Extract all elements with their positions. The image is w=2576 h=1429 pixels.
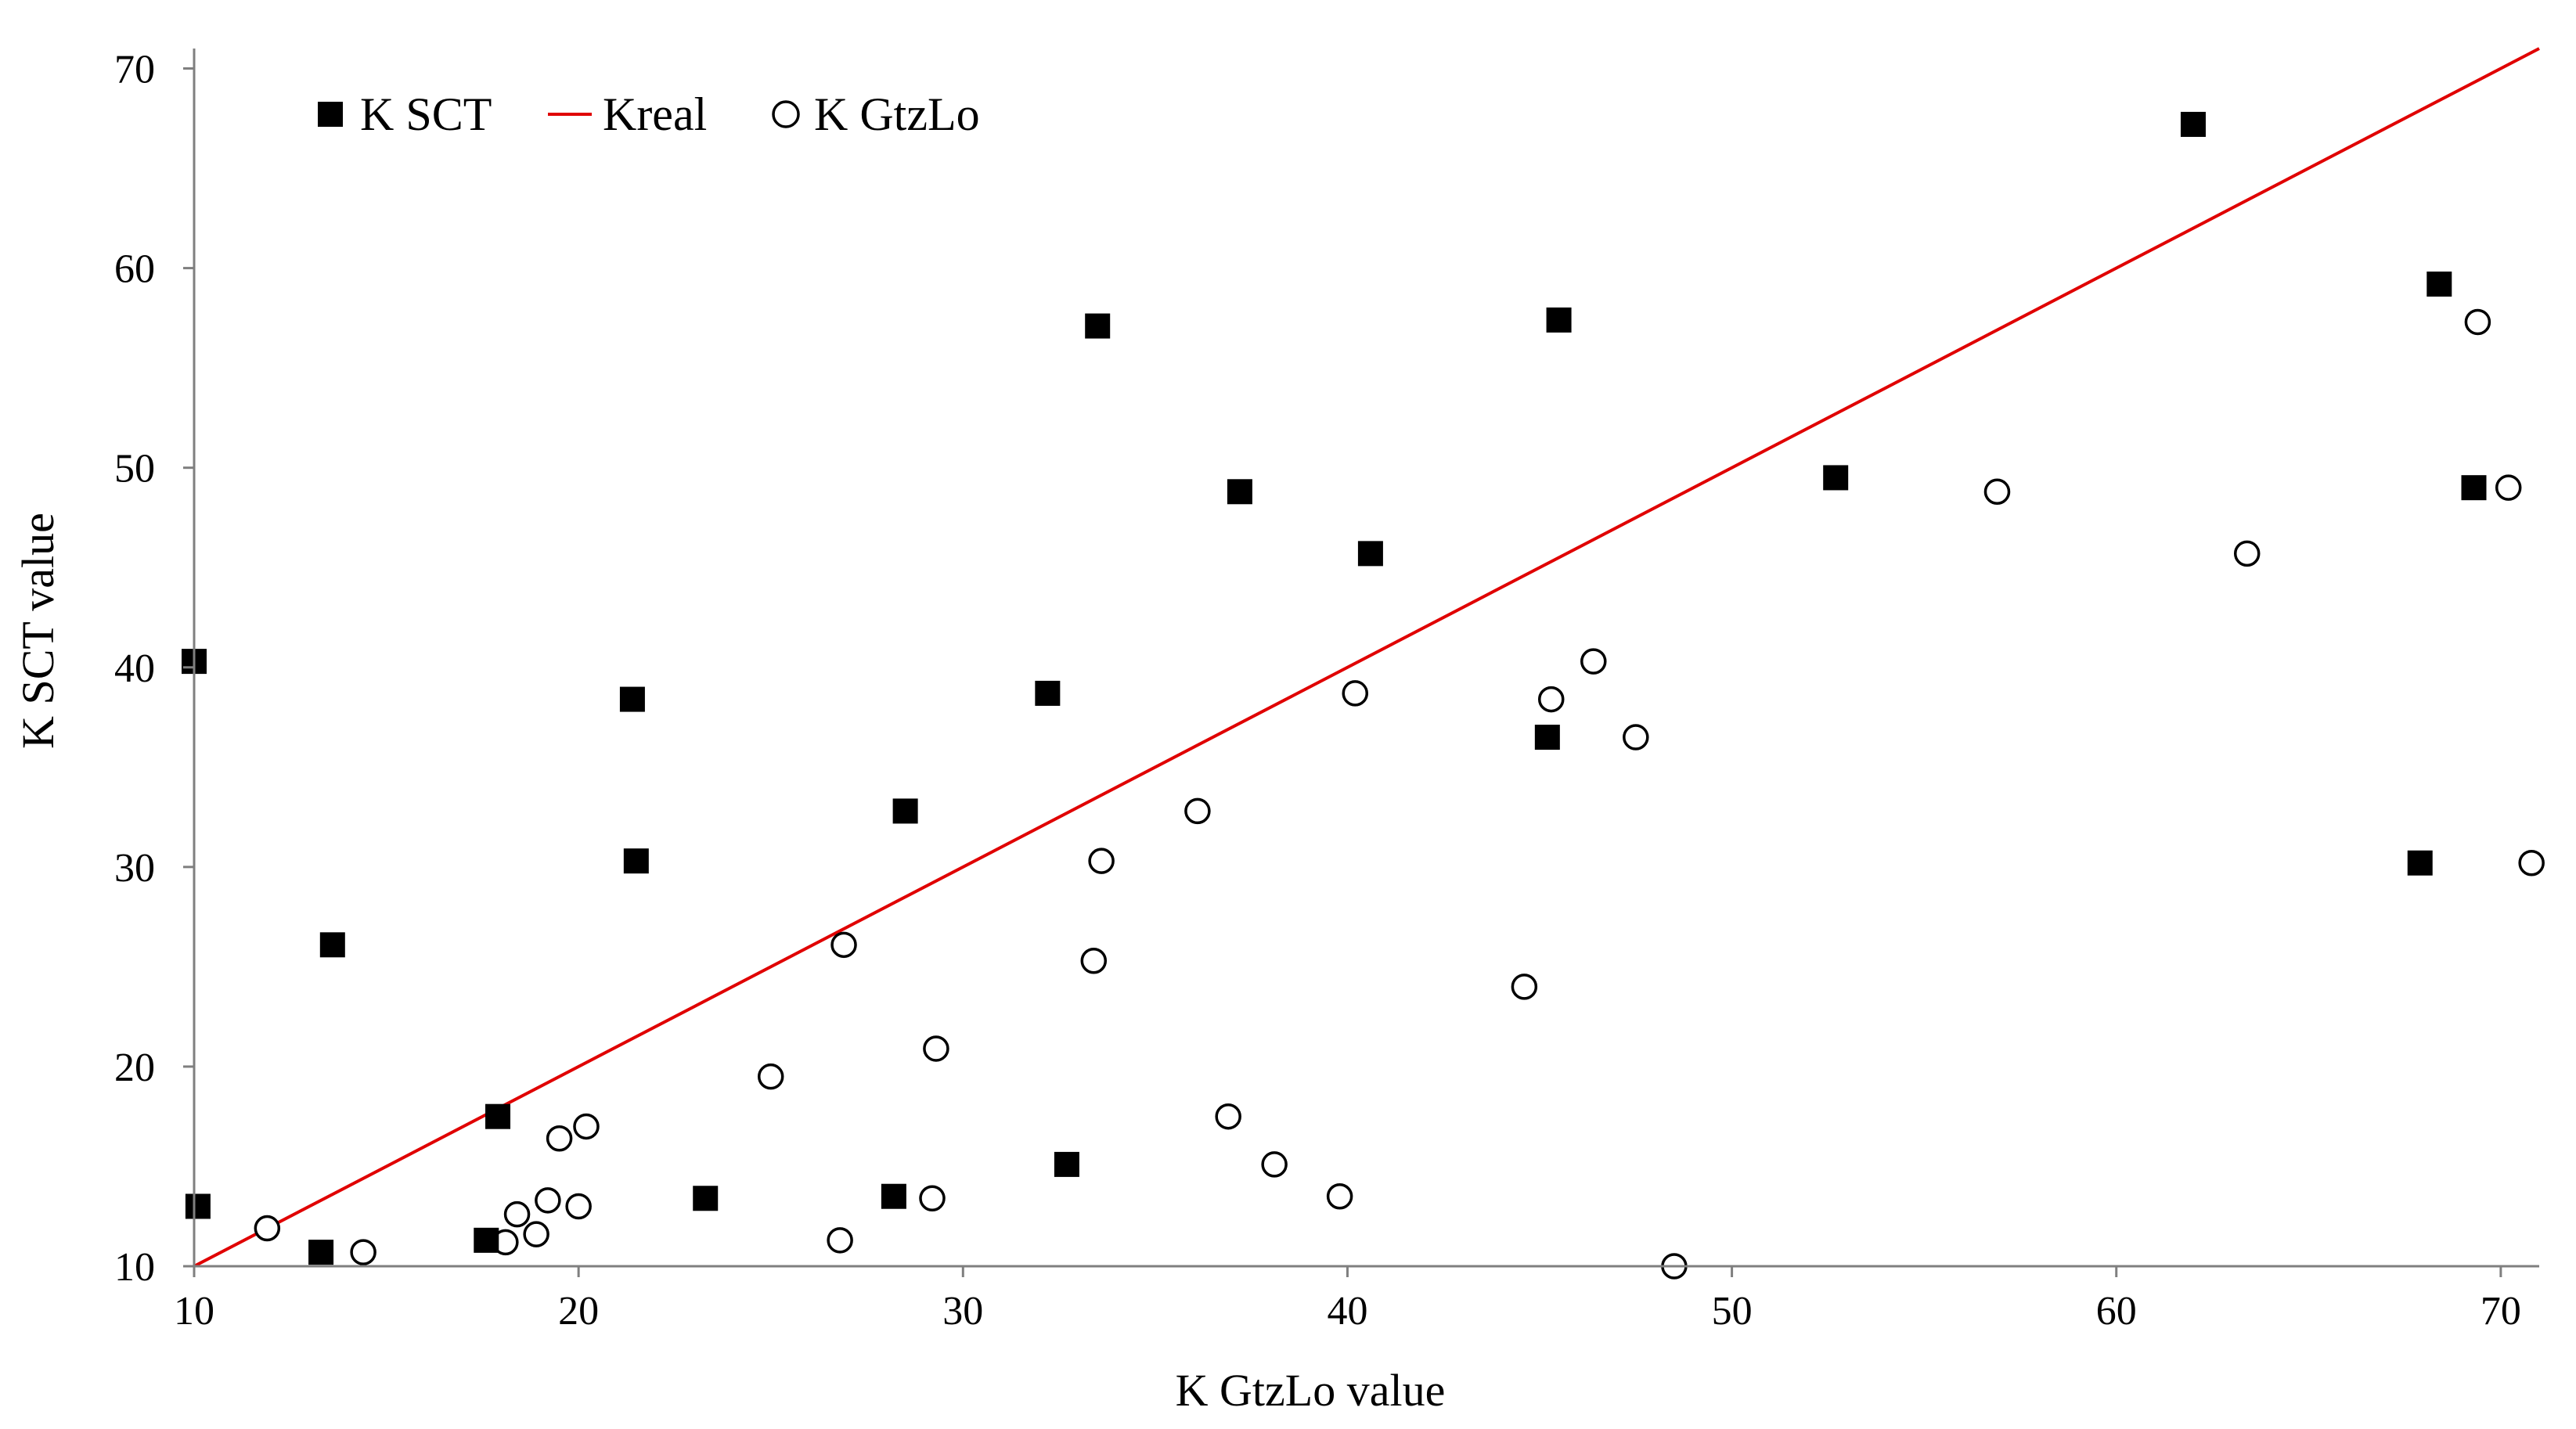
k-sct-point (2407, 850, 2433, 876)
k-sct-point (485, 1103, 511, 1129)
x-tick-label: 70 (2481, 1289, 2521, 1334)
k-gtzlo-point (827, 1227, 853, 1254)
k-gtzlo-point (1088, 848, 1115, 874)
k-sct-point (693, 1186, 719, 1211)
k-sct-point (308, 1240, 334, 1265)
legend-label-kreal: Kreal (603, 88, 707, 140)
plot-area (182, 47, 2545, 1280)
y-tick-label: 60 (114, 247, 155, 292)
k-sct-point (623, 848, 649, 874)
k-sct-point (892, 798, 918, 824)
k-gtzlo-point (1623, 724, 1649, 750)
k-gtzlo-point (1215, 1103, 1241, 1130)
k-gtzlo-point (1261, 1151, 1288, 1178)
k-gtzlo-point (830, 931, 857, 959)
y-tick-label: 30 (114, 846, 155, 891)
x-tick-label: 60 (2096, 1289, 2137, 1334)
k-gtzlo-point (1326, 1182, 1353, 1210)
k-gtzlo-point (254, 1215, 281, 1242)
legend-label-k-sct: K SCT (360, 88, 492, 140)
k-gtzlo-point (2233, 540, 2261, 567)
k-sct-point (1823, 465, 1849, 491)
k-gtzlo-point (523, 1221, 549, 1247)
k-gtzlo-point (2518, 849, 2545, 876)
k-sct-point (1546, 307, 1572, 333)
k-sct-point (1085, 313, 1111, 339)
x-tick-label: 20 (558, 1289, 599, 1334)
kreal-line (193, 47, 2540, 1268)
k-sct-point (619, 686, 645, 712)
k-gtzlo-point (923, 1035, 949, 1062)
k-sct-point (2461, 475, 2487, 501)
k-sct-point (1227, 479, 1252, 505)
k-gtzlo-point (535, 1187, 561, 1214)
k-sct-point (1035, 680, 1061, 706)
k-sct-point (2180, 111, 2206, 137)
axes: 10 20 30 40 50 60 70 10 20 30 40 50 60 70 (114, 48, 2539, 1334)
k-gtzlo-point (1342, 680, 1369, 707)
y-tick-label: 70 (114, 48, 155, 92)
k-gtzlo-point (503, 1200, 531, 1228)
k-sct-point (474, 1227, 499, 1253)
legend-marker-k-sct (318, 102, 343, 127)
k-gtzlo-point (1080, 947, 1108, 974)
k-gtzlo-point (565, 1193, 592, 1220)
y-tick-label: 10 (114, 1245, 155, 1290)
k-gtzlo-point (2464, 308, 2491, 336)
y-axis-title: K SCT value (13, 513, 63, 749)
x-tick-label: 10 (174, 1289, 214, 1334)
k-gtzlo-point (1511, 974, 1538, 1000)
k-gtzlo-point (757, 1063, 784, 1090)
k-sct-point (2426, 271, 2452, 297)
y-tick-label: 40 (114, 646, 155, 691)
k-gtzlo-point (1538, 686, 1565, 713)
legend: K SCT Kreal K GtzLo (318, 88, 980, 140)
k-gtzlo-point (919, 1185, 946, 1212)
y-tick-label: 20 (114, 1046, 155, 1090)
k-sct-point (1534, 725, 1560, 750)
k-sct-point (185, 1193, 211, 1219)
x-tick-label: 50 (1712, 1289, 1753, 1334)
x-tick-label: 40 (1327, 1289, 1367, 1334)
legend-label-k-gtzlo: K GtzLo (814, 88, 980, 140)
y-tick-label: 50 (114, 447, 155, 491)
k-sct-point (319, 932, 345, 958)
k-gtzlo-point (1983, 478, 2011, 506)
k-sct-point (1054, 1151, 1079, 1177)
k-sct-point (1357, 541, 1383, 567)
x-axis-title: K GtzLo value (1176, 1365, 1446, 1416)
k-gtzlo-point (350, 1239, 376, 1265)
k-gtzlo-point (1184, 797, 1211, 825)
k-gtzlo-point (2495, 474, 2522, 501)
k-sct-point (881, 1183, 906, 1209)
legend-marker-k-gtzlo (772, 100, 800, 128)
k-gtzlo-point (546, 1125, 573, 1152)
k-gtzlo-point (573, 1113, 600, 1140)
k-gtzlo-point (1580, 648, 1607, 675)
x-tick-label: 30 (942, 1289, 983, 1334)
